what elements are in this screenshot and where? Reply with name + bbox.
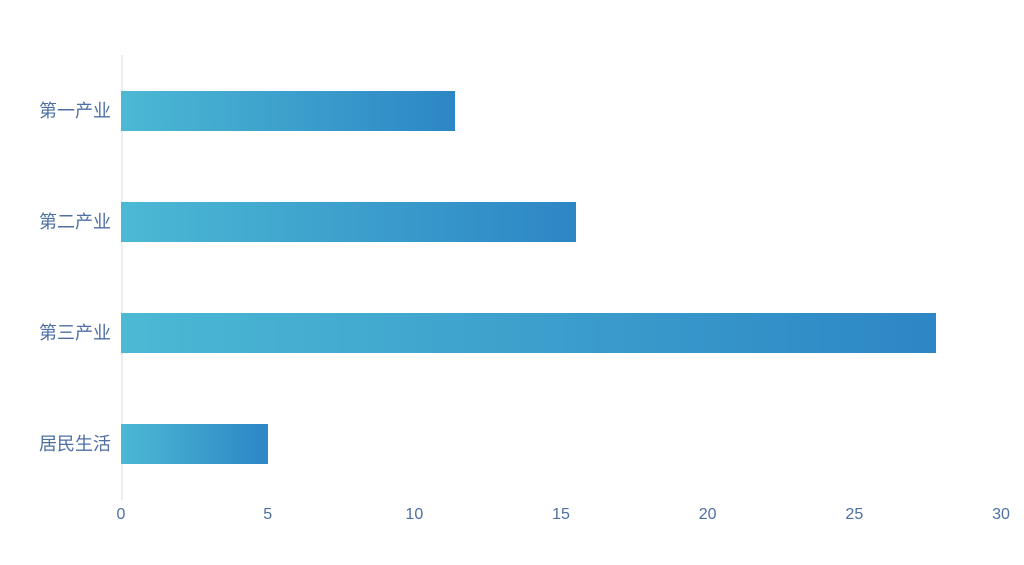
x-tick-label-0: 0 bbox=[116, 506, 126, 523]
x-tick-label-25: 25 bbox=[845, 506, 864, 523]
category-label-3: 第三产业 bbox=[39, 323, 111, 344]
y-axis-line bbox=[121, 55, 123, 500]
category-label-2: 第二产业 bbox=[39, 211, 111, 232]
x-tick-label-20: 20 bbox=[698, 506, 717, 523]
bar-4[interactable] bbox=[121, 424, 268, 465]
bar-1[interactable] bbox=[121, 90, 456, 131]
x-tick-label-30: 30 bbox=[992, 506, 1010, 523]
bar-2[interactable] bbox=[121, 201, 576, 242]
x-tick-label-5: 5 bbox=[263, 506, 273, 523]
x-tick-label-15: 15 bbox=[552, 506, 570, 523]
x-tick-label-10: 10 bbox=[405, 506, 424, 523]
plot-area bbox=[121, 55, 1001, 500]
bar-3[interactable] bbox=[121, 313, 937, 354]
category-label-1: 第一产业 bbox=[39, 100, 111, 121]
category-label-4: 居民生活 bbox=[39, 434, 111, 455]
